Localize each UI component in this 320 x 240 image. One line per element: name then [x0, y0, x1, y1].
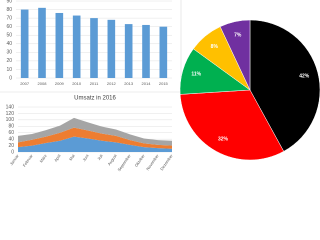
- x-tick-label: Juli: [96, 153, 104, 161]
- y-tick-label: 0: [11, 149, 14, 155]
- x-tick-label: 2007: [20, 81, 30, 86]
- y-tick-label: 10: [6, 67, 12, 73]
- y-tick-label: 100: [6, 117, 15, 123]
- bar: [142, 24, 150, 78]
- bar: [124, 24, 133, 79]
- chart-title: Umsatz in 2016: [74, 96, 116, 102]
- y-tick-label: 120: [6, 111, 15, 117]
- y-tick-label: 60: [8, 130, 14, 136]
- y-tick-label: 20: [6, 58, 12, 64]
- data-label: 32%: [218, 136, 229, 142]
- y-tick-label: 40: [8, 136, 14, 142]
- pie-slice: [219, 19, 251, 91]
- bar: [38, 7, 46, 78]
- data-label: 11%: [191, 72, 201, 78]
- bar: [159, 26, 168, 79]
- y-tick-label: 80: [8, 124, 14, 130]
- x-tick-label: 2010: [72, 81, 82, 86]
- y-tick-label: 0: [9, 75, 12, 81]
- x-tick-label: 2011: [90, 81, 99, 86]
- x-tick-label: Mai: [68, 153, 76, 161]
- y-tick-label: 30: [6, 50, 12, 56]
- bar: [90, 18, 98, 78]
- x-tick-label: 2012: [107, 81, 117, 86]
- y-tick-label: 40: [6, 41, 12, 47]
- bar: [55, 12, 64, 79]
- data-label: 8%: [211, 44, 219, 50]
- y-tick-label: 20: [8, 143, 14, 149]
- x-tick-label: 2008: [38, 81, 48, 86]
- y-tick-label: 70: [6, 15, 12, 21]
- x-tick-label: 2015: [159, 81, 169, 86]
- x-tick-label: März: [38, 153, 47, 163]
- area: [18, 117, 172, 146]
- bar: [20, 9, 29, 78]
- x-tick-label: April: [53, 153, 62, 163]
- pie-slice: [249, 19, 320, 152]
- y-tick-label: 80: [6, 7, 12, 13]
- y-tick-label: 140: [6, 104, 15, 110]
- x-tick-label: August: [106, 153, 118, 167]
- bar: [72, 15, 81, 78]
- x-tick-label: Juni: [81, 153, 89, 162]
- x-tick-label: 2013: [124, 81, 134, 86]
- x-tick-label: 2014: [142, 81, 152, 86]
- area: [18, 127, 172, 149]
- y-tick-label: 50: [6, 33, 12, 39]
- area: [18, 136, 172, 152]
- bar: [107, 19, 116, 79]
- x-tick-label: 2009: [55, 81, 65, 86]
- screen: 0 10 20 30 40 50 60 70 80 90 2007 2008 2009 2010 2011 2…: [0, 0, 320, 173]
- y-tick-label: 60: [6, 24, 12, 30]
- data-label: 42%: [299, 73, 310, 79]
- y-tick-label: 90: [6, 0, 12, 4]
- x-tick-label: Januar: [9, 153, 20, 166]
- data-label: 7%: [234, 33, 242, 39]
- pie-slice: [179, 89, 285, 161]
